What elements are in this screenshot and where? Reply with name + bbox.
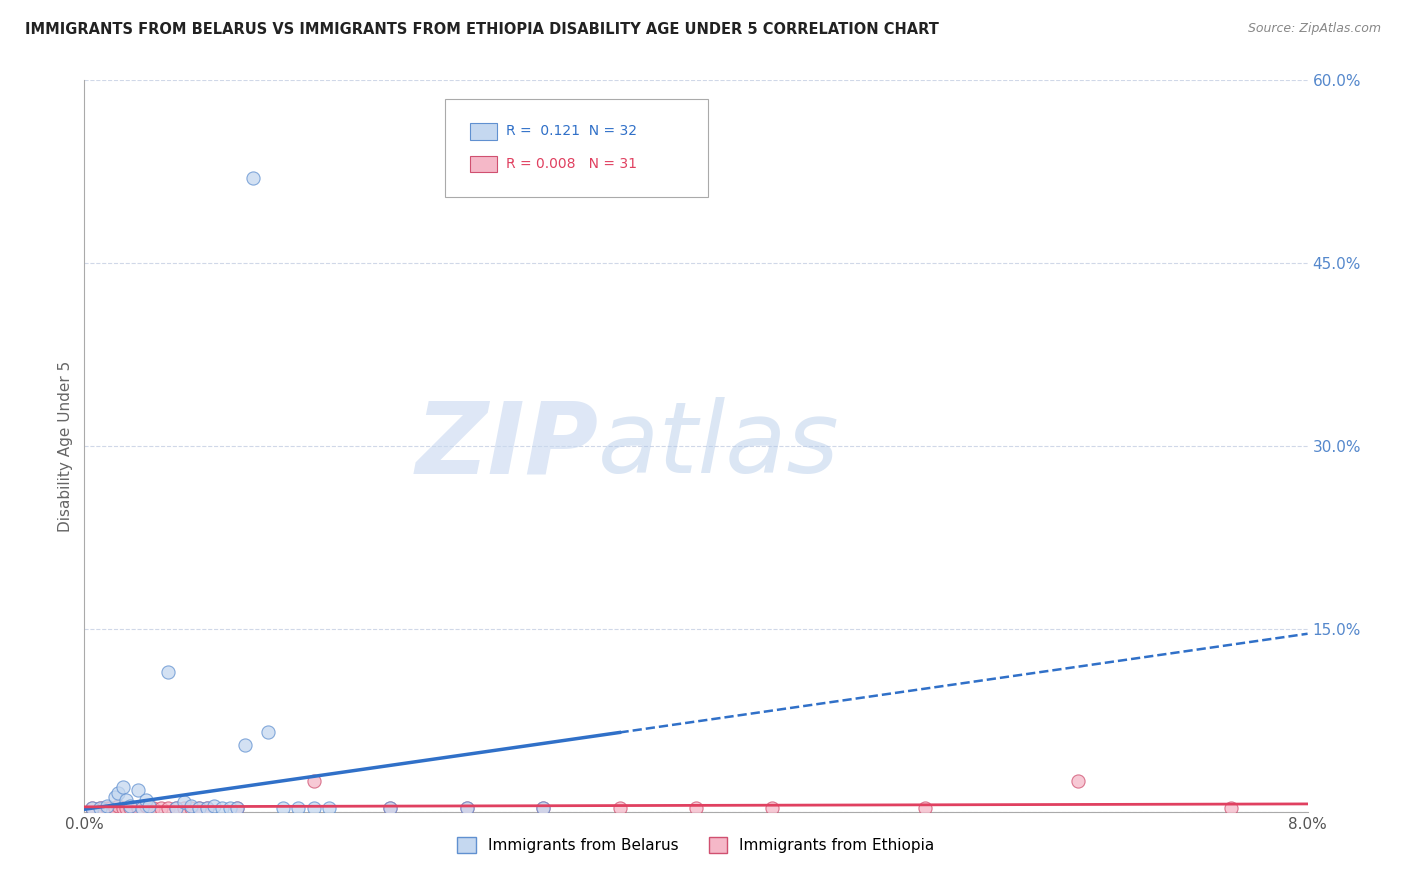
Point bbox=[180, 798, 202, 813]
Point bbox=[165, 801, 187, 815]
Point bbox=[91, 801, 114, 815]
Point bbox=[135, 792, 157, 806]
Point bbox=[226, 801, 249, 815]
Point bbox=[195, 801, 218, 815]
Point bbox=[107, 798, 129, 813]
FancyBboxPatch shape bbox=[470, 123, 496, 139]
Point bbox=[96, 801, 118, 815]
Point bbox=[114, 792, 136, 806]
Point bbox=[233, 738, 256, 752]
Point bbox=[242, 170, 264, 185]
Point bbox=[202, 798, 225, 813]
FancyBboxPatch shape bbox=[446, 99, 709, 197]
Point bbox=[195, 801, 218, 815]
Point bbox=[1067, 774, 1090, 789]
Point bbox=[138, 798, 160, 813]
Text: Source: ZipAtlas.com: Source: ZipAtlas.com bbox=[1247, 22, 1381, 36]
Point bbox=[318, 801, 340, 815]
Point bbox=[157, 801, 180, 815]
FancyBboxPatch shape bbox=[470, 156, 496, 172]
Point bbox=[188, 801, 211, 815]
Point bbox=[180, 801, 202, 815]
Point bbox=[685, 801, 707, 815]
Point bbox=[211, 801, 233, 815]
Point bbox=[104, 801, 127, 815]
Point bbox=[135, 798, 157, 813]
Point bbox=[531, 801, 554, 815]
Point bbox=[142, 801, 165, 815]
Text: ZIP: ZIP bbox=[415, 398, 598, 494]
Point bbox=[157, 665, 180, 679]
Point bbox=[531, 801, 554, 815]
Point bbox=[127, 782, 149, 797]
Point bbox=[89, 801, 111, 815]
Point bbox=[149, 801, 172, 815]
Point bbox=[120, 801, 142, 815]
Text: R = 0.008   N = 31: R = 0.008 N = 31 bbox=[506, 157, 637, 171]
Point bbox=[287, 801, 309, 815]
Point bbox=[96, 798, 118, 813]
Point bbox=[120, 798, 142, 813]
Point bbox=[104, 790, 127, 805]
Point bbox=[302, 774, 325, 789]
Point bbox=[380, 801, 402, 815]
Point bbox=[1220, 801, 1243, 815]
Point bbox=[188, 801, 211, 815]
Point bbox=[226, 801, 249, 815]
Point bbox=[127, 801, 149, 815]
Point bbox=[131, 801, 153, 815]
Legend: Immigrants from Belarus, Immigrants from Ethiopia: Immigrants from Belarus, Immigrants from… bbox=[451, 830, 941, 859]
Point bbox=[173, 801, 195, 815]
Point bbox=[271, 801, 294, 815]
Point bbox=[761, 801, 783, 815]
Point bbox=[609, 801, 631, 815]
Text: atlas: atlas bbox=[598, 398, 839, 494]
Y-axis label: Disability Age Under 5: Disability Age Under 5 bbox=[58, 360, 73, 532]
Text: R =  0.121  N = 32: R = 0.121 N = 32 bbox=[506, 125, 637, 138]
Point bbox=[456, 801, 478, 815]
Text: IMMIGRANTS FROM BELARUS VS IMMIGRANTS FROM ETHIOPIA DISABILITY AGE UNDER 5 CORRE: IMMIGRANTS FROM BELARUS VS IMMIGRANTS FR… bbox=[25, 22, 939, 37]
Point bbox=[80, 801, 103, 815]
Point bbox=[114, 801, 136, 815]
Point bbox=[80, 801, 103, 815]
Point bbox=[165, 801, 187, 815]
Point bbox=[111, 780, 134, 795]
Point bbox=[111, 801, 134, 815]
Point bbox=[456, 801, 478, 815]
Point bbox=[302, 801, 325, 815]
Point bbox=[173, 795, 195, 809]
Point bbox=[218, 801, 240, 815]
Point bbox=[914, 801, 936, 815]
Point bbox=[98, 801, 121, 815]
Point bbox=[380, 801, 402, 815]
Point bbox=[107, 787, 129, 801]
Point bbox=[89, 801, 111, 815]
Point bbox=[257, 725, 280, 739]
